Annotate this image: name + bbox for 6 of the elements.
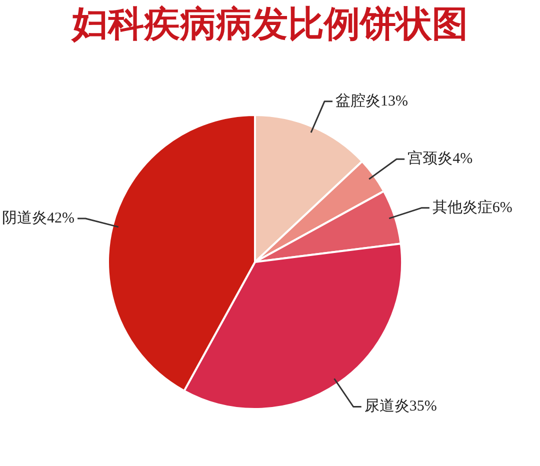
slice-label: 盆腔炎13% (336, 92, 408, 110)
slice-label: 阴道炎42% (2, 209, 74, 226)
slice-label: 宫颈炎4% (408, 150, 473, 168)
slice-label: 尿道炎35% (364, 398, 437, 415)
chart-title: 妇科疾病病发比例饼状图 (70, 3, 469, 47)
slice-label: 其他炎症6% (432, 198, 512, 216)
